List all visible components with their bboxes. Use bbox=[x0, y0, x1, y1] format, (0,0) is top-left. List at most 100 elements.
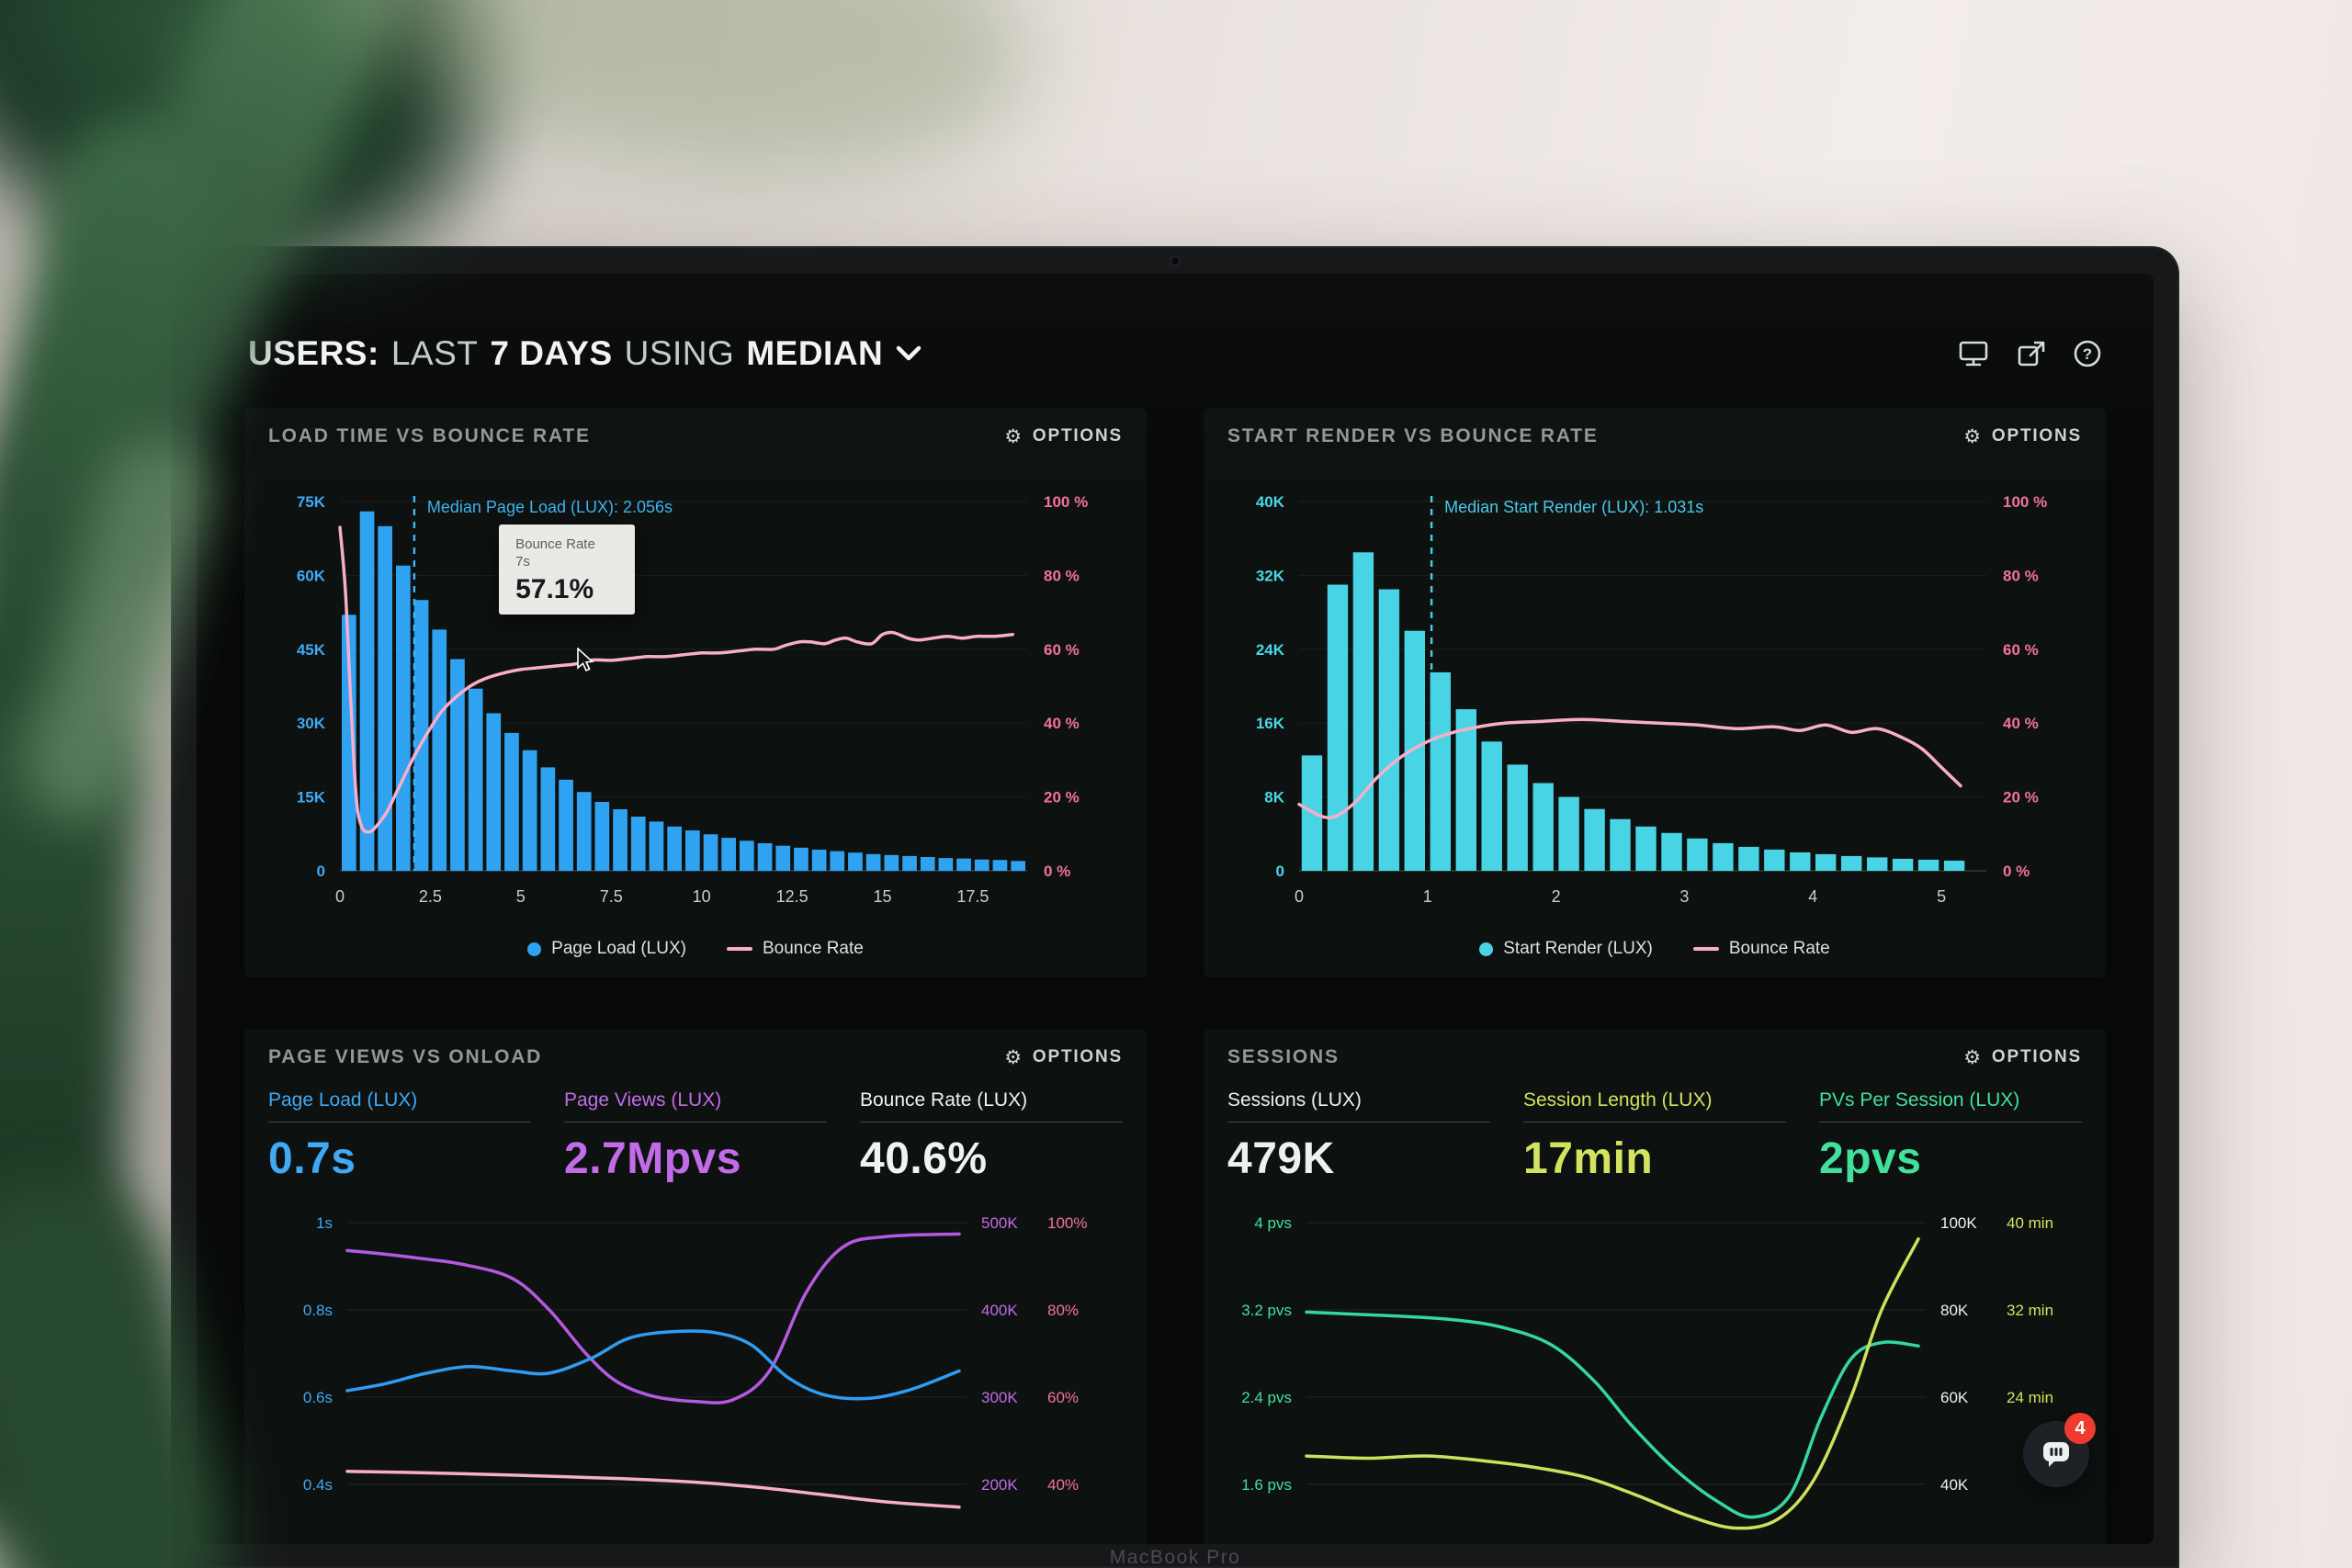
tooltip-label: Bounce Rate bbox=[515, 536, 595, 552]
chat-widget-button[interactable]: 4 bbox=[2023, 1413, 2096, 1487]
panel-load-time: LOAD TIME VS BOUNCE RATE ⚙ OPTIONS Bounc… bbox=[244, 408, 1147, 977]
histogram-bar bbox=[450, 659, 465, 871]
axis-label: 75K bbox=[297, 493, 326, 511]
axis-label: 40 min bbox=[2007, 1214, 2053, 1232]
legend-item[interactable]: Bounce Rate bbox=[726, 939, 864, 959]
title-segment: MEDIAN bbox=[746, 334, 884, 372]
histogram-bar bbox=[1635, 826, 1657, 871]
options-button[interactable]: ⚙ OPTIONS bbox=[1004, 1046, 1123, 1068]
axis-label: 60 % bbox=[1044, 641, 1080, 659]
histogram-bar bbox=[342, 615, 356, 871]
histogram-bar bbox=[884, 854, 899, 871]
axis-label: 16K bbox=[1256, 715, 1285, 732]
axis-label: 8K bbox=[1264, 789, 1284, 807]
options-button[interactable]: ⚙ OPTIONS bbox=[1004, 425, 1123, 447]
axis-label: 1s bbox=[316, 1214, 333, 1232]
histogram-bar bbox=[432, 629, 447, 871]
histogram-bar bbox=[1687, 838, 1708, 871]
laptop: USERS: LAST 7 DAYS USING MEDIAN bbox=[171, 246, 2179, 1568]
axis-label: 5 bbox=[1937, 887, 1946, 906]
histogram-bar bbox=[1892, 858, 1914, 871]
axis-label: 0 bbox=[335, 887, 345, 906]
legend-item[interactable]: Bounce Rate bbox=[1692, 939, 1830, 959]
axis-label: 1.6 pvs bbox=[1241, 1476, 1292, 1494]
line-swatch-icon bbox=[726, 947, 752, 951]
title-segment: USERS: bbox=[248, 334, 379, 372]
notification-badge: 4 bbox=[2064, 1413, 2096, 1444]
axis-label: 20 % bbox=[1044, 789, 1080, 807]
axis-label: 40K bbox=[1940, 1476, 1969, 1494]
metric-value: 2pvs bbox=[1819, 1134, 1922, 1183]
axis-label: 17.5 bbox=[956, 887, 989, 906]
series-line bbox=[345, 1329, 961, 1401]
histogram-bar bbox=[378, 525, 392, 871]
metric-page-load: Page Load (LUX) 0.7s bbox=[268, 1089, 531, 1184]
histogram-bar bbox=[1532, 783, 1554, 871]
chart-legend: Start Render (LUX) Bounce Rate bbox=[1227, 922, 2082, 976]
histogram-bar bbox=[1378, 589, 1400, 871]
metric-value: 17min bbox=[1523, 1134, 1654, 1183]
laptop-screen: USERS: LAST 7 DAYS USING MEDIAN bbox=[197, 274, 2154, 1544]
panel-grid: LOAD TIME VS BOUNCE RATE ⚙ OPTIONS Bounc… bbox=[244, 408, 2106, 1544]
axis-label: 10 bbox=[693, 887, 711, 906]
histogram-bar bbox=[576, 792, 592, 871]
display-icon[interactable] bbox=[1957, 339, 1990, 368]
histogram-bar bbox=[1455, 709, 1476, 871]
histogram-bar bbox=[594, 802, 610, 871]
axis-label: 80 % bbox=[1044, 567, 1080, 584]
histogram-bar bbox=[1841, 855, 1862, 871]
metric-value: 2.7Mpvs bbox=[564, 1134, 741, 1183]
histogram-bar bbox=[920, 857, 935, 871]
gear-icon: ⚙ bbox=[1963, 425, 1983, 447]
axis-label: 0.8s bbox=[303, 1302, 333, 1319]
histogram-bar bbox=[486, 713, 502, 871]
axis-label: 12.5 bbox=[776, 887, 808, 906]
tooltip-sub: 7s bbox=[515, 554, 530, 570]
gear-icon: ⚙ bbox=[1004, 425, 1023, 447]
axis-label: 40K bbox=[1256, 493, 1285, 511]
share-icon[interactable] bbox=[2016, 339, 2047, 368]
page-views-chart[interactable]: 1s 500K 100% 0.8s 400K 80% 0.6s 300K 60% 0.4s 200K… bbox=[268, 1191, 1123, 1544]
axis-label: 1 bbox=[1423, 887, 1432, 906]
histogram-bar bbox=[956, 858, 971, 871]
axis-label: 0.4s bbox=[303, 1476, 333, 1494]
options-button[interactable]: ⚙ OPTIONS bbox=[1963, 425, 2082, 447]
panel-sessions: SESSIONS ⚙ OPTIONS Sessions (LUX) 479K bbox=[1204, 1029, 2106, 1544]
load-time-chart[interactable]: Bounce Rate 7s 57.1% 75K 100 % 60K 80 % 45K 6… bbox=[268, 465, 1123, 922]
histogram-bar bbox=[1584, 808, 1605, 871]
legend-item[interactable]: Start Render (LUX) bbox=[1479, 939, 1653, 959]
histogram-bar bbox=[757, 843, 773, 871]
options-button[interactable]: ⚙ OPTIONS bbox=[1963, 1046, 2082, 1068]
metric-label: Sessions (LUX) bbox=[1227, 1089, 1490, 1122]
chart-legend: Page Load (LUX) Bounce Rate bbox=[268, 922, 1123, 976]
axis-label: 32 min bbox=[2007, 1302, 2053, 1319]
axis-label: 80K bbox=[1940, 1302, 1969, 1319]
axis-label: 4 pvs bbox=[1254, 1214, 1292, 1232]
metric-session-length: Session Length (LUX) 17min bbox=[1523, 1089, 1786, 1184]
axis-label: 3.2 pvs bbox=[1241, 1302, 1292, 1319]
page-views-vs-onload-plot: 1s 500K 100% 0.8s 400K 80% 0.6s 300K 60% 0.4s 200K… bbox=[303, 1214, 1087, 1509]
histogram-bar bbox=[504, 732, 519, 871]
dashboard: USERS: LAST 7 DAYS USING MEDIAN bbox=[197, 274, 2154, 1544]
histogram-bar bbox=[649, 821, 664, 871]
start-render-vs-bounce-rate-plot: 40K 100 % 32K 80 % 24K 60 % 16K 40 % 8K 20 % 0 0 % M… bbox=[1256, 493, 2047, 906]
axis-label: 15K bbox=[297, 789, 326, 807]
histogram-bar bbox=[811, 850, 827, 871]
start-render-chart[interactable]: 40K 100 % 32K 80 % 24K 60 % 16K 40 % 8K 20 % 0 0 % M… bbox=[1227, 465, 2082, 922]
help-icon[interactable]: ? bbox=[2073, 339, 2102, 368]
metric-label: Page Load (LUX) bbox=[268, 1089, 531, 1122]
title-segment: LAST bbox=[390, 334, 479, 372]
histogram-bar bbox=[540, 767, 556, 871]
laptop-brand-text: MacBook Pro bbox=[1109, 1547, 1241, 1568]
histogram-bar bbox=[1507, 764, 1528, 871]
axis-label: 2.5 bbox=[419, 887, 442, 906]
sessions-chart[interactable]: 4 pvs 100K 40 min 3.2 pvs 80K 32 min 2.4 pvs 60… bbox=[1227, 1191, 2082, 1544]
histogram-bar bbox=[685, 830, 700, 871]
axis-label: 3 bbox=[1679, 887, 1689, 906]
histogram-bar bbox=[1610, 818, 1631, 871]
view-selector[interactable]: USERS: LAST 7 DAYS USING MEDIAN bbox=[248, 334, 922, 373]
chart-tooltip: Bounce Rate 7s 57.1% bbox=[499, 524, 636, 615]
axis-label: 4 bbox=[1808, 887, 1817, 906]
panel-header: PAGE VIEWS VS ONLOAD ⚙ OPTIONS bbox=[268, 1029, 1123, 1086]
legend-item[interactable]: Page Load (LUX) bbox=[527, 939, 686, 959]
